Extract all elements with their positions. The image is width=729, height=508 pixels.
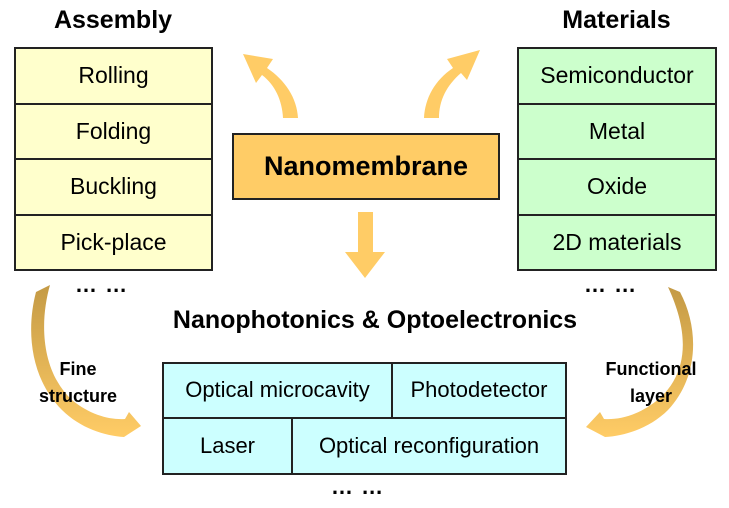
functional-layer-label: Functional layer bbox=[586, 356, 716, 410]
fine-structure-label: Fine structure bbox=[22, 356, 134, 410]
arrow-functional-layer bbox=[586, 287, 694, 437]
assembly-more: … … bbox=[75, 272, 129, 297]
app-optical-reconfiguration: Optical reconfiguration bbox=[318, 432, 540, 458]
label-line: structure bbox=[38, 386, 118, 406]
applications-title: Nanophotonics & Optoelectronics bbox=[172, 306, 578, 334]
assembly-item: Buckling bbox=[16, 160, 211, 216]
app-optical-microcavity: Optical microcavity bbox=[164, 364, 393, 417]
label-line: Functional bbox=[605, 359, 697, 379]
arrow-to-assembly bbox=[243, 54, 298, 118]
label-line: layer bbox=[629, 386, 673, 406]
label-line: Fine bbox=[59, 359, 97, 379]
arrow-to-materials bbox=[424, 50, 480, 118]
assembly-item: Folding bbox=[16, 105, 211, 160]
assembly-item: Rolling bbox=[16, 49, 211, 105]
materials-item: Semiconductor bbox=[519, 49, 715, 105]
materials-item: 2D materials bbox=[552, 228, 682, 255]
materials-item: Oxide bbox=[519, 160, 715, 216]
materials-title: Materials bbox=[562, 6, 671, 34]
assembly-title: Assembly bbox=[53, 6, 173, 34]
applications-more: … … bbox=[331, 474, 385, 499]
app-photodetector: Photodetector bbox=[410, 377, 548, 403]
assembly-item: Pick-place bbox=[60, 228, 167, 255]
materials-item: Metal bbox=[519, 105, 715, 160]
assembly-list: Rolling Folding Buckling Pick-place bbox=[14, 47, 213, 271]
app-laser: Laser bbox=[164, 418, 293, 473]
materials-more: … … bbox=[584, 272, 638, 297]
applications-grid: Optical microcavity Photodetector Laser … bbox=[162, 362, 567, 475]
materials-list: Semiconductor Metal Oxide 2D materials bbox=[517, 47, 717, 271]
arrow-fine-structure bbox=[31, 285, 141, 437]
arrow-to-applications bbox=[345, 212, 385, 278]
nanomembrane-box: Nanomembrane bbox=[232, 133, 500, 200]
